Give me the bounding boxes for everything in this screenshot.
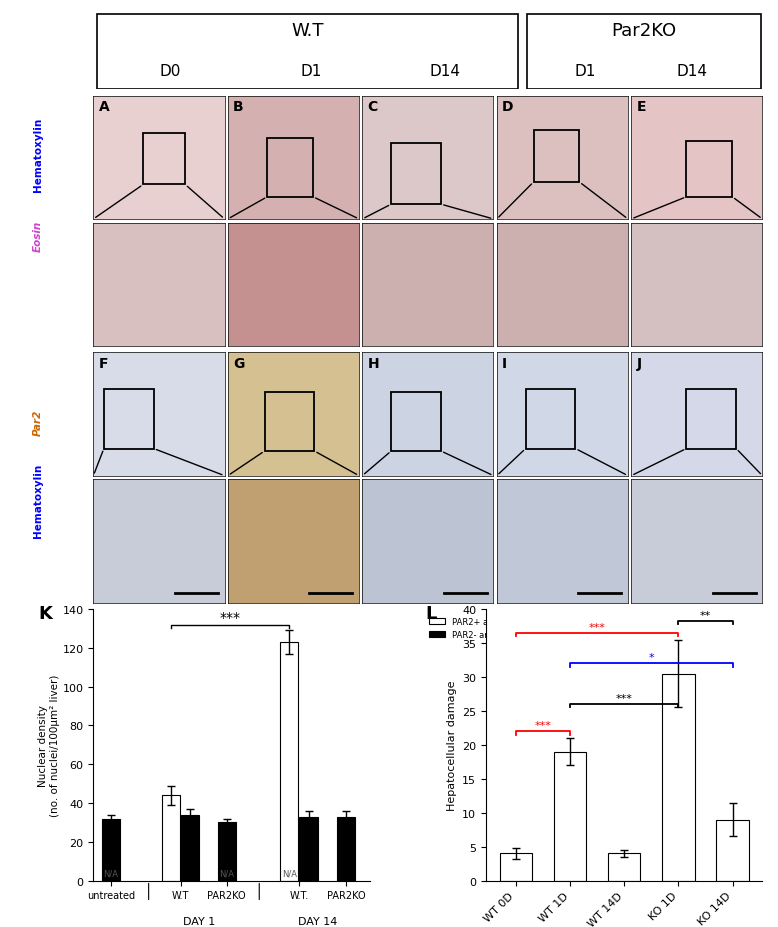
- Bar: [143, 133, 185, 185]
- FancyArrowPatch shape: [443, 206, 491, 219]
- Bar: [391, 392, 441, 451]
- FancyArrowPatch shape: [365, 206, 389, 219]
- FancyBboxPatch shape: [527, 16, 761, 90]
- Text: **: **: [700, 610, 711, 620]
- Bar: [717, 819, 749, 881]
- FancyArrowPatch shape: [499, 184, 531, 218]
- Legend: PAR2+ area of liver, PAR2- area of liver: PAR2+ area of liver, PAR2- area of liver: [426, 614, 537, 642]
- Text: D14: D14: [429, 64, 460, 79]
- Bar: [499, 854, 532, 881]
- Text: A: A: [99, 100, 110, 114]
- Text: L: L: [425, 604, 436, 622]
- Text: D14: D14: [677, 64, 708, 79]
- FancyArrowPatch shape: [582, 184, 626, 218]
- Text: N/A: N/A: [103, 869, 118, 878]
- Y-axis label: Nuclear density
(no. of nuclei/100μm² liver): Nuclear density (no. of nuclei/100μm² li…: [38, 674, 60, 816]
- FancyArrowPatch shape: [364, 453, 389, 475]
- Bar: [280, 642, 299, 881]
- Bar: [103, 390, 154, 449]
- Bar: [337, 817, 356, 881]
- Bar: [608, 854, 640, 881]
- Text: DAY 14: DAY 14: [298, 916, 338, 925]
- Text: D0: D0: [159, 64, 181, 79]
- Text: B: B: [233, 100, 244, 114]
- Bar: [534, 131, 580, 183]
- FancyArrowPatch shape: [96, 187, 141, 218]
- Text: ***: ***: [615, 693, 633, 704]
- Text: ***: ***: [534, 720, 552, 730]
- FancyArrowPatch shape: [578, 451, 626, 475]
- FancyArrowPatch shape: [738, 451, 761, 475]
- FancyArrowPatch shape: [316, 198, 356, 219]
- Bar: [686, 142, 732, 197]
- Text: E: E: [636, 100, 646, 114]
- FancyArrowPatch shape: [734, 199, 760, 218]
- Text: H: H: [367, 357, 379, 371]
- Text: ***: ***: [589, 622, 605, 632]
- Bar: [218, 822, 236, 881]
- Bar: [391, 144, 441, 205]
- Text: F: F: [99, 357, 108, 371]
- Bar: [300, 817, 317, 881]
- Bar: [686, 390, 736, 449]
- Y-axis label: Hepatocellular damage: Hepatocellular damage: [447, 679, 457, 810]
- FancyArrowPatch shape: [317, 453, 356, 475]
- FancyArrowPatch shape: [634, 198, 684, 219]
- FancyArrowPatch shape: [230, 453, 262, 475]
- Text: Hematoxylin: Hematoxylin: [33, 118, 43, 192]
- FancyArrowPatch shape: [499, 451, 524, 475]
- Bar: [554, 752, 587, 881]
- Text: J: J: [636, 357, 642, 371]
- FancyBboxPatch shape: [96, 16, 518, 90]
- Text: Par2: Par2: [33, 410, 43, 436]
- Text: N/A: N/A: [219, 869, 234, 878]
- Text: Par2KO: Par2KO: [612, 21, 677, 40]
- Bar: [163, 795, 180, 881]
- FancyArrowPatch shape: [443, 452, 491, 475]
- FancyArrowPatch shape: [94, 451, 103, 474]
- Text: Hematoxylin: Hematoxylin: [33, 464, 43, 538]
- FancyArrowPatch shape: [156, 450, 222, 476]
- Text: W.T: W.T: [291, 21, 324, 40]
- FancyArrowPatch shape: [634, 451, 684, 475]
- Text: K: K: [38, 604, 52, 622]
- Text: ***: ***: [220, 610, 241, 624]
- Text: DAY 1: DAY 1: [183, 916, 215, 925]
- Text: D1: D1: [300, 64, 321, 79]
- Bar: [265, 392, 314, 451]
- Text: G: G: [233, 357, 244, 371]
- Bar: [662, 674, 695, 881]
- Text: *: *: [649, 653, 654, 663]
- Text: D1: D1: [574, 64, 596, 79]
- Text: C: C: [367, 100, 378, 114]
- Text: D: D: [502, 100, 513, 114]
- Bar: [526, 390, 576, 449]
- FancyArrowPatch shape: [187, 187, 223, 218]
- Bar: [181, 815, 199, 881]
- Bar: [267, 138, 313, 197]
- Text: Eosin: Eosin: [33, 221, 43, 251]
- Text: I: I: [502, 357, 507, 371]
- Bar: [102, 819, 120, 881]
- FancyArrowPatch shape: [230, 199, 265, 219]
- Text: N/A: N/A: [282, 869, 297, 878]
